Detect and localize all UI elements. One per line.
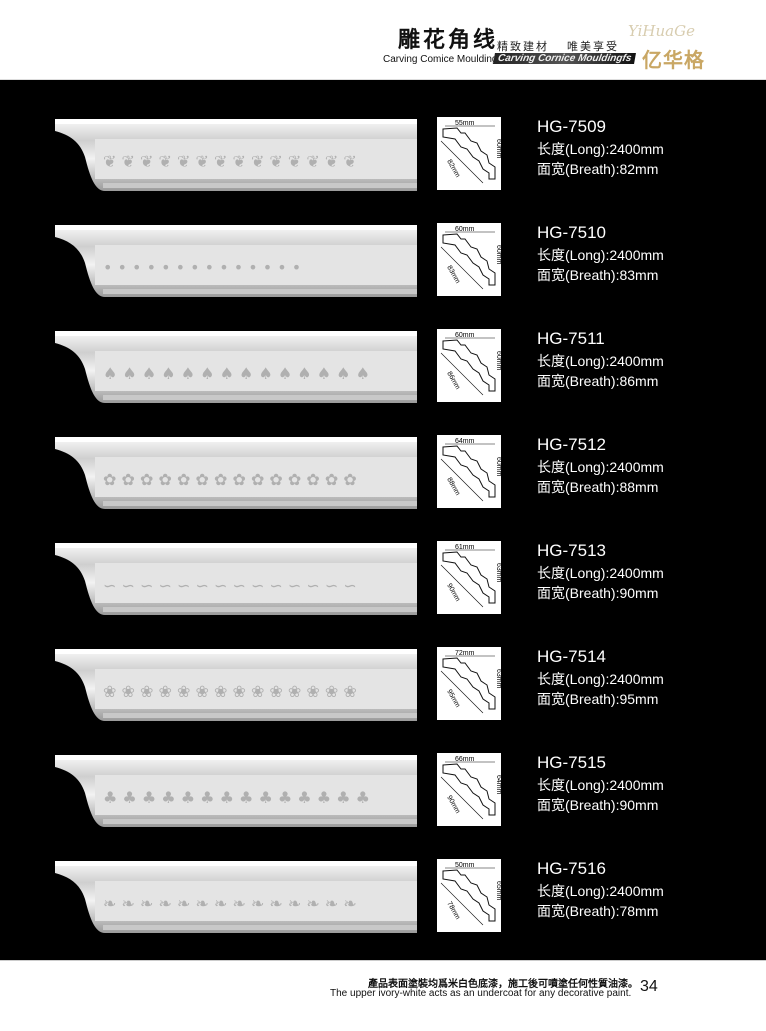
page-footer: 產品表面塗裝均爲米白色底漆，施工後可噴塗任何性質油漆。 The upper iv… (0, 960, 766, 1031)
product-row: ♠ ♠ ♠ ♠ ♠ ♠ ♠ ♠ ♠ ♠ ♠ ♠ ♠ ♠ 60mm 60mm 86mm… (0, 329, 766, 429)
header-banner: Carving Cornice Mouldingfs (493, 53, 637, 64)
dimension-diag: 90mm (445, 795, 461, 815)
section-diagram: 66mm 64mm 90mm (437, 753, 502, 826)
product-width: 面宽(Breath):83mm (537, 267, 659, 283)
product-row: ❧ ❧ ❧ ❧ ❧ ❧ ❧ ❧ ❧ ❧ ❧ ❧ ❧ ❧ 50mm 65mm 78mm… (0, 859, 766, 959)
header-slogan: 精致建材 唯美享受 (497, 41, 620, 53)
product-code: HG-7513 (537, 541, 606, 560)
svg-text:♠ ♠ ♠ ♠ ♠ ♠ ♠ ♠ ♠ ♠ ♠ ♠ ♠ ♠: ♠ ♠ ♠ ♠ ♠ ♠ ♠ ♠ ♠ ♠ ♠ ♠ ♠ ♠ (103, 364, 370, 383)
dimension-diag: 86mm (445, 371, 461, 391)
product-length: 长度(Long):2400mm (537, 671, 664, 687)
dimension-diag: 82mm (445, 159, 461, 179)
page-header: 雕花角线 Carving Comice Mouldings 精致建材 唯美享受 … (0, 0, 766, 80)
product-width: 面宽(Breath):78mm (537, 903, 659, 919)
dimension-top: 64mm (455, 438, 475, 445)
header-title-en: Carving Comice Mouldings (383, 54, 503, 65)
product-list: ❦ ❦ ❦ ❦ ❦ ❦ ❦ ❦ ❦ ❦ ❦ ❦ ❦ ❦ 55mm 60mm 82mm… (0, 80, 766, 960)
product-width: 面宽(Breath):88mm (537, 479, 659, 495)
dimension-diag: 95mm (445, 689, 461, 709)
product-row: ♣ ♣ ♣ ♣ ♣ ♣ ♣ ♣ ♣ ♣ ♣ ♣ ♣ ♣ 66mm 64mm 90mm… (0, 753, 766, 853)
product-length: 长度(Long):2400mm (537, 883, 664, 899)
product-code: HG-7510 (537, 223, 606, 242)
moulding-image: ∽ ∽ ∽ ∽ ∽ ∽ ∽ ∽ ∽ ∽ ∽ ∽ ∽ ∽ (55, 541, 417, 623)
moulding-image: ♠ ♠ ♠ ♠ ♠ ♠ ♠ ♠ ♠ ♠ ♠ ♠ ♠ ♠ (55, 329, 417, 411)
product-row: • • • • • • • • • • • • • • 60mm 60mm 83mm… (0, 223, 766, 323)
dimension-side: 60mm (495, 245, 501, 265)
dimension-top: 60mm (455, 332, 475, 339)
dimension-top: 60mm (455, 226, 475, 233)
product-width: 面宽(Breath):90mm (537, 797, 659, 813)
dimension-diag: 83mm (445, 265, 461, 285)
section-diagram: 61mm 63mm 90mm (437, 541, 502, 614)
section-diagram: 55mm 60mm 82mm (437, 117, 502, 190)
product-code: HG-7516 (537, 859, 606, 878)
moulding-image: ❧ ❧ ❧ ❧ ❧ ❧ ❧ ❧ ❧ ❧ ❧ ❧ ❧ ❧ (55, 859, 417, 941)
product-row: ✿ ✿ ✿ ✿ ✿ ✿ ✿ ✿ ✿ ✿ ✿ ✿ ✿ ✿ 64mm 60mm 88mm… (0, 435, 766, 535)
product-code: HG-7512 (537, 435, 606, 454)
product-length: 长度(Long):2400mm (537, 459, 664, 475)
moulding-image: • • • • • • • • • • • • • • (55, 223, 417, 305)
product-length: 长度(Long):2400mm (537, 777, 664, 793)
svg-text:❦ ❦ ❦ ❦ ❦ ❦ ❦ ❦ ❦ ❦ ❦ ❦ ❦ ❦: ❦ ❦ ❦ ❦ ❦ ❦ ❦ ❦ ❦ ❦ ❦ ❦ ❦ ❦ (103, 152, 357, 171)
product-code: HG-7509 (537, 117, 606, 136)
product-width: 面宽(Breath):86mm (537, 373, 659, 389)
product-row: ❀ ❀ ❀ ❀ ❀ ❀ ❀ ❀ ❀ ❀ ❀ ❀ ❀ ❀ 72mm 63mm 95mm… (0, 647, 766, 747)
brand-logo-script: YiHuaGe (628, 22, 695, 40)
section-diagram: 60mm 60mm 86mm (437, 329, 502, 402)
dimension-diag: 88mm (445, 477, 461, 497)
dimension-side: 63mm (495, 669, 501, 689)
dimension-side: 60mm (495, 351, 501, 371)
dimension-side: 60mm (495, 457, 501, 477)
product-length: 长度(Long):2400mm (537, 353, 664, 369)
product-length: 长度(Long):2400mm (537, 141, 664, 157)
product-code: HG-7514 (537, 647, 606, 666)
footer-note-en: The upper ivory-white acts as an underco… (330, 988, 632, 999)
svg-text:❀ ❀ ❀ ❀ ❀ ❀ ❀ ❀ ❀ ❀ ❀ ❀ ❀ ❀: ❀ ❀ ❀ ❀ ❀ ❀ ❀ ❀ ❀ ❀ ❀ ❀ ❀ ❀ (103, 682, 357, 701)
svg-text:∽ ∽ ∽ ∽ ∽ ∽ ∽ ∽ ∽ ∽ ∽ ∽ ∽ ∽: ∽ ∽ ∽ ∽ ∽ ∽ ∽ ∽ ∽ ∽ ∽ ∽ ∽ ∽ (103, 576, 357, 595)
product-width: 面宽(Breath):90mm (537, 585, 659, 601)
svg-text:❧ ❧ ❧ ❧ ❧ ❧ ❧ ❧ ❧ ❧ ❧ ❧ ❧ ❧: ❧ ❧ ❧ ❧ ❧ ❧ ❧ ❧ ❧ ❧ ❧ ❧ ❧ ❧ (103, 894, 357, 913)
dimension-side: 64mm (495, 775, 501, 795)
dimension-top: 55mm (455, 120, 475, 127)
moulding-image: ✿ ✿ ✿ ✿ ✿ ✿ ✿ ✿ ✿ ✿ ✿ ✿ ✿ ✿ (55, 435, 417, 517)
dimension-side: 65mm (495, 881, 501, 901)
svg-text:♣ ♣ ♣ ♣ ♣ ♣ ♣ ♣ ♣ ♣ ♣ ♣ ♣ ♣: ♣ ♣ ♣ ♣ ♣ ♣ ♣ ♣ ♣ ♣ ♣ ♣ ♣ ♣ (103, 788, 370, 807)
product-width: 面宽(Breath):95mm (537, 691, 659, 707)
dimension-diag: 90mm (445, 583, 461, 603)
svg-text:• • • • • • • • • • • • • •: • • • • • • • • • • • • • • (103, 258, 301, 277)
moulding-image: ♣ ♣ ♣ ♣ ♣ ♣ ♣ ♣ ♣ ♣ ♣ ♣ ♣ ♣ (55, 753, 417, 835)
product-width: 面宽(Breath):82mm (537, 161, 659, 177)
page-number: 34 (640, 978, 658, 995)
dimension-side: 63mm (495, 563, 501, 583)
product-length: 长度(Long):2400mm (537, 247, 664, 263)
product-row: ❦ ❦ ❦ ❦ ❦ ❦ ❦ ❦ ❦ ❦ ❦ ❦ ❦ ❦ 55mm 60mm 82mm… (0, 117, 766, 217)
moulding-image: ❀ ❀ ❀ ❀ ❀ ❀ ❀ ❀ ❀ ❀ ❀ ❀ ❀ ❀ (55, 647, 417, 729)
product-row: ∽ ∽ ∽ ∽ ∽ ∽ ∽ ∽ ∽ ∽ ∽ ∽ ∽ ∽ 61mm 63mm 90mm… (0, 541, 766, 641)
section-diagram: 60mm 60mm 83mm (437, 223, 502, 296)
section-diagram: 64mm 60mm 88mm (437, 435, 502, 508)
header-title-cn: 雕花角线 (398, 27, 499, 53)
dimension-top: 61mm (455, 544, 475, 551)
section-diagram: 50mm 65mm 78mm (437, 859, 502, 932)
product-length: 长度(Long):2400mm (537, 565, 664, 581)
dimension-top: 66mm (455, 756, 475, 763)
footer-note-cn: 產品表面塗裝均爲米白色底漆，施工後可噴塗任何性質油漆。 (368, 979, 638, 990)
product-code: HG-7511 (537, 329, 605, 348)
dimension-diag: 78mm (445, 901, 461, 921)
moulding-image: ❦ ❦ ❦ ❦ ❦ ❦ ❦ ❦ ❦ ❦ ❦ ❦ ❦ ❦ (55, 117, 417, 199)
section-diagram: 72mm 63mm 95mm (437, 647, 502, 720)
brand-logo: 亿华格 (642, 50, 705, 72)
svg-text:✿ ✿ ✿ ✿ ✿ ✿ ✿ ✿ ✿ ✿ ✿ ✿ ✿ ✿: ✿ ✿ ✿ ✿ ✿ ✿ ✿ ✿ ✿ ✿ ✿ ✿ ✿ ✿ (103, 470, 357, 489)
dimension-top: 50mm (455, 862, 475, 869)
product-code: HG-7515 (537, 753, 606, 772)
dimension-top: 72mm (455, 650, 475, 657)
dimension-side: 60mm (495, 139, 501, 159)
